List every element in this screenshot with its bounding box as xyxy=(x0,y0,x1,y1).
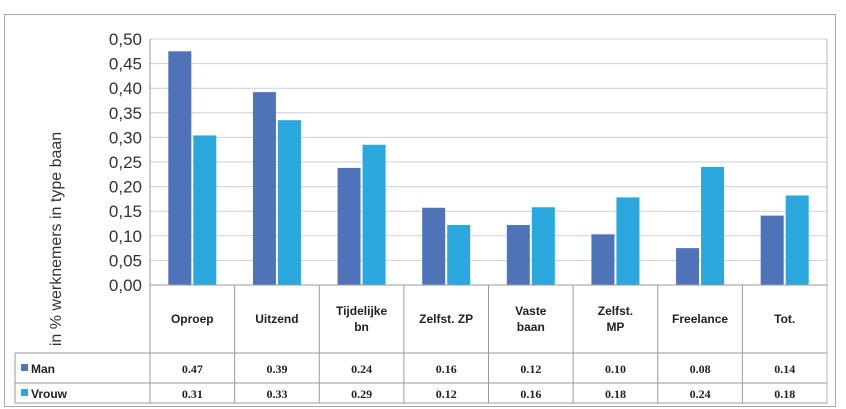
bar-vrouw xyxy=(277,120,301,286)
x-tick-label: baan xyxy=(517,320,545,334)
data-label: 0.31 xyxy=(182,387,203,401)
data-label: 0.24 xyxy=(690,387,711,401)
bar-man xyxy=(252,92,276,285)
legend-label: Man xyxy=(31,362,55,376)
x-tick-label: Tijdelijke xyxy=(336,304,387,318)
y-tick-label: 0,10 xyxy=(109,227,142,246)
bar-man xyxy=(337,167,361,285)
bar-vrouw xyxy=(531,207,555,285)
bar-man xyxy=(506,224,530,285)
x-tick-label: Tot. xyxy=(774,312,795,326)
bar-man xyxy=(760,215,784,285)
bar-man xyxy=(168,51,192,285)
x-tick-label: Zelfst. xyxy=(598,304,633,318)
x-tick-label: MP xyxy=(606,320,624,334)
legend-key-vrouw xyxy=(21,389,28,396)
x-tick-label: Oproep xyxy=(171,312,214,326)
data-label: 0.12 xyxy=(520,362,541,376)
y-tick-label: 0,00 xyxy=(109,276,142,295)
data-label: 0.16 xyxy=(436,362,457,376)
y-tick-label: 0,35 xyxy=(109,104,142,123)
bar-vrouw xyxy=(616,197,640,285)
y-tick-label: 0,50 xyxy=(109,30,142,49)
bar-vrouw xyxy=(193,135,217,285)
data-label: 0.39 xyxy=(266,362,287,376)
bar-man xyxy=(422,207,446,285)
data-label: 0.16 xyxy=(520,387,541,401)
x-tick-label: Vaste xyxy=(515,304,547,318)
data-label: 0.24 xyxy=(351,362,372,376)
bar-vrouw xyxy=(785,195,809,285)
data-label: 0.47 xyxy=(182,362,203,376)
y-axis-title: in % werknemers in type baan xyxy=(48,132,65,346)
bar-vrouw xyxy=(447,224,471,285)
chart-frame: 0,00 0,05 0,10 0,15 0,20 0,25 0,30 0,35 0,40 0,45… xyxy=(4,14,836,407)
bar-vrouw xyxy=(701,166,725,285)
x-tick-label: Freelance xyxy=(672,312,728,326)
bar-chart: 0,00 0,05 0,10 0,15 0,20 0,25 0,30 0,35 0,40 0,45… xyxy=(14,30,828,404)
data-label: 0.08 xyxy=(690,362,711,376)
data-label: 0.12 xyxy=(436,387,457,401)
legend-key-man xyxy=(21,364,28,371)
bar-man xyxy=(591,234,615,285)
y-tick-label: 0,30 xyxy=(109,128,142,147)
x-tick-label: Uitzend xyxy=(255,312,298,326)
x-tick-label: bn xyxy=(354,320,369,334)
y-tick-label: 0,45 xyxy=(109,55,142,74)
y-tick-label: 0,15 xyxy=(109,202,142,221)
data-label: 0.29 xyxy=(351,387,372,401)
data-label: 0.18 xyxy=(605,387,626,401)
bar-vrouw xyxy=(362,144,386,285)
data-label: 0.18 xyxy=(774,387,795,401)
y-tick-label: 0,05 xyxy=(109,251,142,270)
y-tick-label: 0,20 xyxy=(109,178,142,197)
bar-man xyxy=(676,248,700,285)
legend-label: Vrouw xyxy=(31,387,68,401)
y-tick-label: 0,25 xyxy=(109,153,142,172)
data-label: 0.14 xyxy=(774,362,795,376)
data-label: 0.33 xyxy=(266,387,287,401)
y-tick-label: 0,40 xyxy=(109,79,142,98)
x-tick-label: Zelfst. ZP xyxy=(419,312,473,326)
data-label: 0.10 xyxy=(605,362,626,376)
